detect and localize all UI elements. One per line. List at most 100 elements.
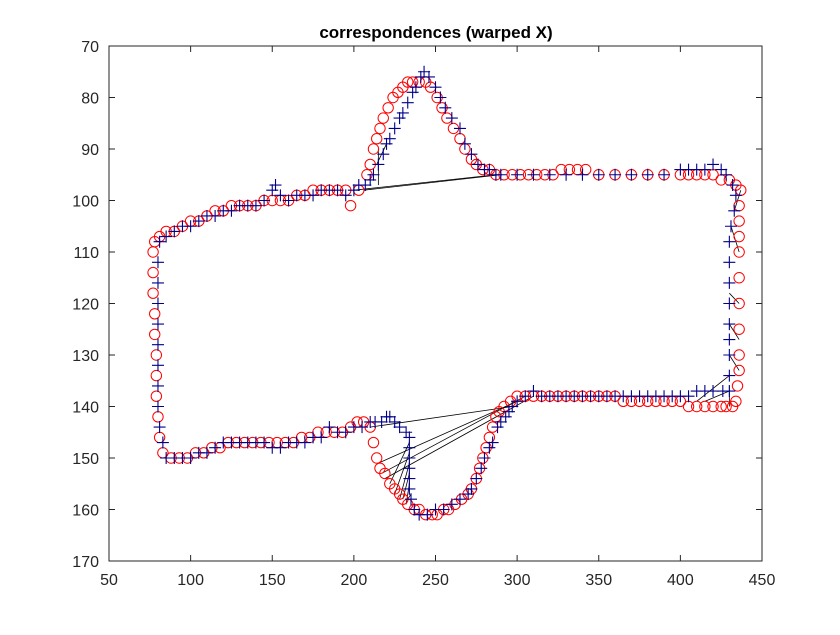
plus-point <box>258 194 271 207</box>
circle-point <box>367 436 380 449</box>
x-tick-label: 350 <box>585 572 612 589</box>
circle-point <box>374 122 386 135</box>
plus-point <box>560 168 573 181</box>
plus-point <box>483 163 496 176</box>
circle-point <box>344 199 357 212</box>
circle-point <box>707 400 719 413</box>
plus-point <box>625 168 638 181</box>
plus-point <box>153 235 166 248</box>
plus-point <box>465 148 478 161</box>
plus-point <box>209 441 222 454</box>
correspondence-line <box>370 406 513 428</box>
plus-point <box>723 276 736 289</box>
plus-point <box>453 122 466 135</box>
plus-point <box>209 209 222 222</box>
plus-point <box>413 508 426 521</box>
circle-point <box>371 133 383 145</box>
circle-point <box>733 230 745 243</box>
x-tick-label: 450 <box>749 572 776 589</box>
correspondence-line <box>704 390 730 402</box>
plus-point <box>445 498 458 511</box>
axes-layer: 50 100 150 200 250 300 350 400 450 70 80 90 100 110 12… <box>72 39 775 589</box>
x-tick-label: 50 <box>100 572 118 589</box>
plus-point <box>429 81 442 94</box>
plus-point <box>609 168 622 181</box>
plus-point <box>439 101 452 114</box>
plus-point <box>698 163 711 176</box>
plus-point <box>151 379 164 392</box>
plus-point <box>184 220 197 233</box>
plus-point <box>723 369 736 382</box>
plus-point <box>393 112 406 125</box>
y-tick-label: 110 <box>73 245 99 262</box>
y-tick-label: 140 <box>72 400 99 417</box>
circle-point <box>371 452 383 464</box>
plus-point <box>458 137 471 150</box>
plus-point <box>401 96 414 109</box>
y-tick-label: 80 <box>81 91 99 108</box>
y-tick-label: 150 <box>72 451 99 468</box>
plus-point <box>728 204 741 217</box>
plus-point <box>192 215 205 228</box>
circle-point <box>377 112 389 124</box>
plus-point <box>274 189 287 202</box>
plus-point <box>494 415 507 428</box>
plus-point <box>723 349 736 361</box>
circle-point <box>733 323 745 335</box>
plus-point <box>339 189 352 202</box>
y-tick-label: 70 <box>81 39 99 56</box>
plus-point <box>266 184 279 197</box>
plus-point <box>400 426 413 439</box>
plus-point <box>409 81 422 94</box>
circle-point <box>715 400 727 413</box>
plus-point <box>723 235 736 248</box>
plus-point <box>527 385 540 398</box>
plus-point <box>331 184 344 197</box>
plus-point <box>723 297 736 310</box>
plus-point <box>282 194 295 207</box>
plus-point <box>641 168 654 181</box>
plus-point <box>486 436 499 449</box>
plus-point <box>462 488 475 501</box>
plus-point <box>470 472 483 485</box>
plus-point <box>156 436 169 449</box>
plus-point <box>151 297 164 310</box>
plus-point <box>543 168 556 181</box>
plus-point <box>403 472 416 485</box>
plus-point <box>723 318 736 331</box>
correspondence-line <box>363 174 501 191</box>
plus-point <box>723 256 736 269</box>
plus-point <box>282 436 295 449</box>
plus-point <box>217 436 230 449</box>
x-tick-label: 200 <box>341 572 368 589</box>
plus-point <box>347 421 360 434</box>
plus-point <box>151 338 164 351</box>
circle-point <box>149 308 161 320</box>
plus-point <box>403 441 416 454</box>
plus-point <box>658 168 671 181</box>
x-tick-label: 300 <box>504 572 531 589</box>
plus-point <box>383 132 396 145</box>
correspondence-line <box>402 473 410 500</box>
circle-point <box>733 272 745 284</box>
plot-layer <box>147 65 747 521</box>
y-tick-label: 120 <box>72 297 99 314</box>
plus-point <box>707 158 720 171</box>
plus-point <box>726 179 739 192</box>
plus-point <box>434 91 447 104</box>
circle-point <box>402 76 414 88</box>
plus-point <box>475 462 488 475</box>
circle-point <box>374 462 386 474</box>
plus-point <box>491 421 504 434</box>
plus-point <box>151 318 164 331</box>
circle-point <box>733 215 745 227</box>
plus-point <box>471 158 484 171</box>
plus-point <box>535 390 548 403</box>
plus-point <box>723 333 736 346</box>
y-tick-label: 160 <box>72 503 99 520</box>
plus-point <box>576 168 589 181</box>
plus-point <box>307 189 320 202</box>
y-tick-label: 170 <box>72 554 99 571</box>
circle-point <box>149 328 161 341</box>
